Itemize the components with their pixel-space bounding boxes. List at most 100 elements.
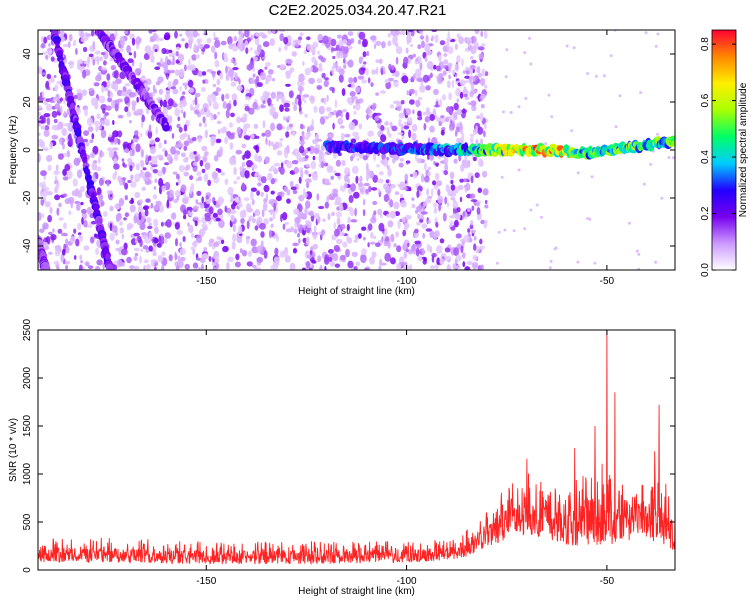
noise-dot — [204, 151, 209, 157]
noise-dot — [139, 133, 143, 137]
noise-dot — [232, 233, 237, 243]
noise-dot — [125, 148, 130, 154]
noise-dot — [361, 248, 367, 256]
noise-dot — [92, 59, 96, 66]
noise-dot — [473, 243, 477, 251]
noise-dot — [141, 114, 145, 123]
noise-dot — [134, 130, 139, 136]
noise-dot — [182, 82, 189, 87]
noise-dot — [161, 185, 166, 192]
noise-dot — [193, 205, 199, 210]
noise-dot — [213, 31, 216, 39]
noise-dot — [471, 205, 475, 211]
noise-dot — [412, 53, 417, 58]
noise-dot — [98, 177, 104, 186]
noise-dot — [642, 182, 646, 186]
noise-dot — [283, 186, 289, 192]
noise-dot — [237, 225, 243, 235]
noise-dot — [106, 190, 114, 195]
y-axis-label: Frequency (Hz) — [8, 116, 19, 185]
noise-dot — [291, 160, 299, 165]
noise-dot — [124, 195, 128, 201]
noise-dot — [426, 60, 434, 70]
noise-dot — [183, 111, 186, 119]
noise-dot — [321, 229, 326, 236]
noise-dot — [151, 155, 158, 164]
noise-dot — [411, 76, 414, 82]
noise-dot — [113, 138, 118, 145]
noise-dot — [44, 125, 50, 131]
noise-dot — [231, 241, 236, 250]
noise-dot — [352, 131, 359, 137]
noise-dot — [438, 203, 441, 212]
noise-dot — [41, 213, 45, 218]
noise-dot — [189, 186, 192, 195]
noise-dot — [235, 253, 240, 261]
noise-dot — [87, 265, 94, 270]
noise-dot — [145, 154, 149, 163]
noise-dot — [52, 96, 58, 102]
noise-dot — [56, 126, 60, 131]
noise-dot — [228, 68, 235, 78]
noise-dot — [404, 108, 412, 116]
noise-dot — [244, 30, 250, 38]
noise-dot — [380, 125, 385, 131]
noise-dot — [180, 152, 186, 158]
noise-dot — [323, 256, 330, 265]
noise-dot — [466, 37, 472, 46]
noise-dot — [180, 184, 187, 193]
noise-dot — [56, 266, 60, 270]
noise-dot — [129, 149, 133, 157]
noise-dot — [162, 61, 167, 69]
noise-dot — [349, 208, 355, 217]
noise-dot — [253, 145, 258, 150]
noise-dot — [112, 130, 119, 138]
noise-dot — [73, 39, 77, 47]
noise-dot — [203, 173, 209, 182]
noise-dot — [448, 108, 453, 116]
noise-dot — [327, 249, 334, 254]
noise-dot — [279, 250, 286, 258]
noise-dot — [484, 71, 489, 77]
noise-dot — [130, 181, 137, 188]
noise-dot — [287, 115, 291, 121]
noise-dot — [649, 162, 653, 166]
noise-dot — [119, 227, 124, 234]
noise-dot — [447, 62, 453, 68]
noise-dot — [256, 190, 260, 196]
noise-dot — [132, 265, 140, 270]
noise-dot — [45, 103, 53, 111]
noise-dot — [276, 94, 280, 102]
noise-dot — [76, 92, 83, 101]
noise-dot — [251, 56, 259, 62]
noise-dot — [73, 255, 77, 260]
noise-dot — [311, 51, 316, 56]
noise-dot — [288, 90, 294, 99]
noise-dot — [334, 99, 338, 108]
noise-dot — [38, 212, 42, 221]
noise-dot — [214, 39, 221, 48]
noise-dot — [318, 105, 325, 115]
noise-dot — [367, 130, 374, 137]
noise-dot — [443, 156, 449, 165]
noise-dot — [401, 217, 406, 223]
noise-dot — [365, 168, 371, 176]
noise-dot — [48, 43, 51, 47]
noise-dot — [299, 140, 306, 145]
noise-dot — [422, 74, 429, 83]
noise-dot — [391, 125, 398, 132]
noise-dot — [208, 206, 214, 215]
noise-dot — [65, 265, 69, 270]
noise-dot — [306, 44, 313, 51]
noise-dot — [322, 35, 329, 44]
noise-dot — [184, 263, 190, 270]
noise-dot — [164, 150, 168, 157]
noise-dot — [433, 161, 436, 166]
noise-dot — [188, 224, 194, 234]
noise-dot — [197, 219, 201, 224]
noise-dot — [203, 247, 208, 252]
noise-dot — [212, 101, 219, 110]
colorbar-tick-label: 0.6 — [700, 93, 711, 107]
noise-dot — [82, 69, 87, 79]
noise-dot — [276, 91, 281, 96]
